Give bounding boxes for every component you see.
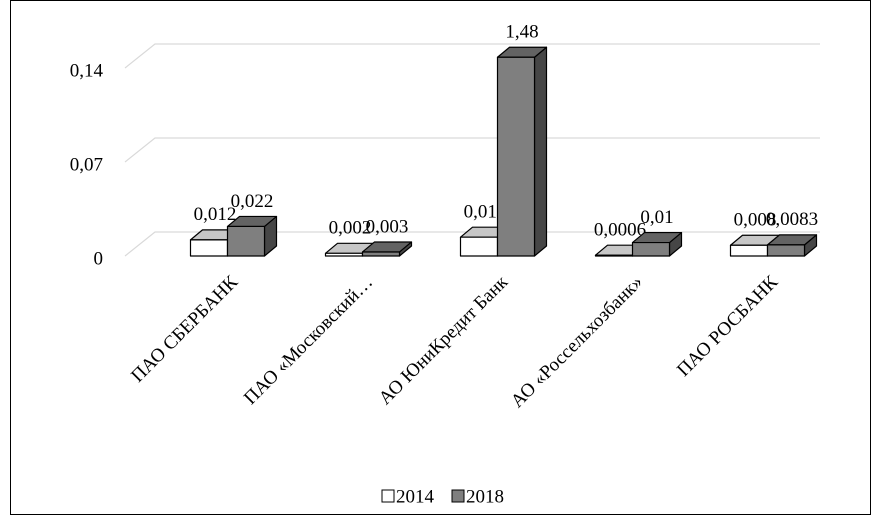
data-label: 0,0083 [766,209,818,230]
y-tick-label: 0,14 [70,60,104,81]
data-label: 0,014 [464,202,507,223]
bar [496,46,548,257]
legend-label: 2014 [396,486,435,507]
data-label: 0,002 [329,218,372,239]
bar [226,215,278,257]
bar-front [459,236,499,257]
legend-swatch [451,489,465,503]
data-label: 0,01 [640,207,673,228]
grid-line [124,137,820,163]
legend-swatch [381,489,395,503]
bar-front [496,56,536,257]
data-label: 1,48 [505,22,538,43]
grid-line [124,231,820,257]
bar [766,234,818,257]
y-tick-label: 0,07 [70,154,103,175]
bar-front [594,254,634,257]
bar [361,241,413,257]
bar-front [324,252,364,257]
bar-front [766,244,806,257]
legend-label: 2018 [466,486,504,507]
data-label: 0,0006 [594,220,646,241]
y-tick-label: 0 [94,248,104,269]
bar-front [189,239,229,257]
bar-side [533,46,548,257]
bar [631,231,683,257]
data-label: 0,012 [194,204,237,225]
data-label: 0,022 [231,191,274,212]
data-label: 0,008 [734,210,777,231]
data-label: 0,003 [366,216,409,237]
chart-border [10,0,871,515]
bar-front [631,241,671,257]
bar-front [361,251,401,257]
grid-line [124,43,820,69]
bar-front [226,225,266,257]
bar-front [729,244,769,257]
